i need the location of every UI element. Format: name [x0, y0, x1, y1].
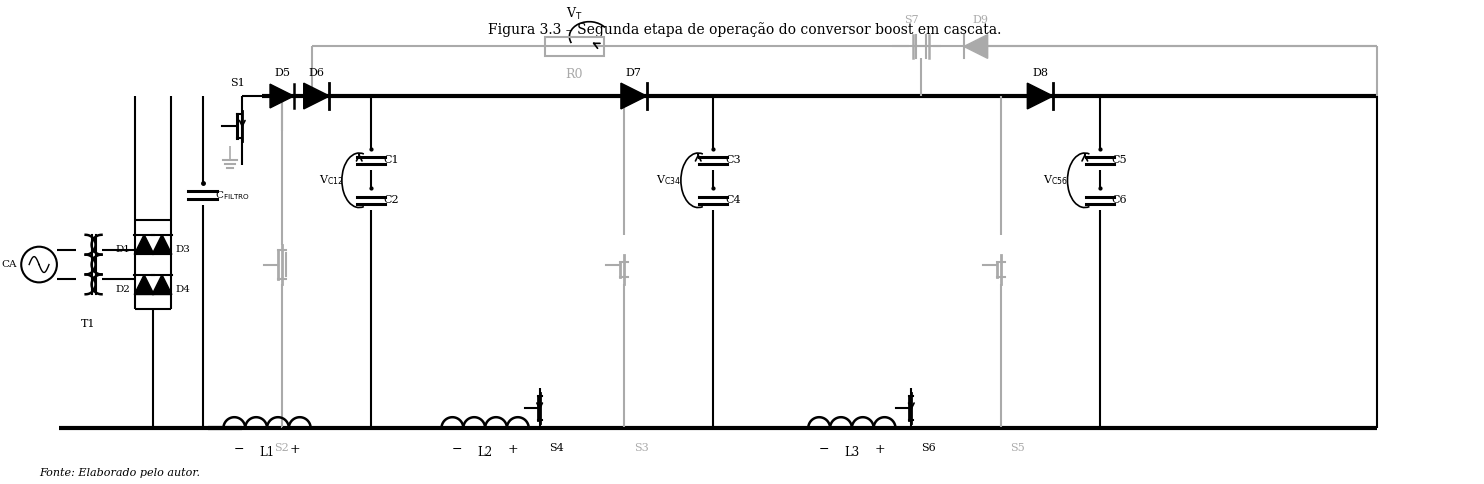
Text: D2: D2: [116, 285, 131, 294]
Text: −: −: [819, 443, 830, 456]
Polygon shape: [304, 83, 329, 109]
Polygon shape: [134, 275, 154, 295]
Text: C6: C6: [1112, 195, 1128, 205]
Text: R0: R0: [565, 68, 583, 81]
Text: Figura 3.3 – Segunda etapa de operação do conversor boost em cascata.: Figura 3.3 – Segunda etapa de operação d…: [488, 22, 1002, 37]
Text: L1: L1: [260, 446, 275, 459]
Polygon shape: [620, 83, 647, 109]
Text: S3: S3: [634, 443, 649, 453]
Text: D8: D8: [1033, 68, 1048, 78]
Text: +: +: [508, 443, 518, 456]
Text: +: +: [289, 443, 300, 456]
Polygon shape: [1027, 83, 1054, 109]
Polygon shape: [965, 34, 988, 59]
Text: D4: D4: [175, 285, 191, 294]
Text: V$_{\rm C56}$: V$_{\rm C56}$: [1043, 173, 1067, 187]
Text: S4: S4: [549, 443, 564, 453]
Polygon shape: [134, 235, 154, 255]
Text: C1: C1: [383, 155, 399, 166]
Text: D1: D1: [116, 245, 131, 254]
Text: V$_{\rm C34}$: V$_{\rm C34}$: [656, 173, 681, 187]
Text: Fonte: Elaborado pelo autor.: Fonte: Elaborado pelo autor.: [39, 468, 200, 478]
Text: C$_{\rm FILTRO}$: C$_{\rm FILTRO}$: [215, 189, 249, 201]
Text: C2: C2: [383, 195, 399, 205]
Polygon shape: [270, 84, 294, 108]
Text: D9: D9: [972, 15, 988, 25]
Text: +: +: [874, 443, 884, 456]
Text: C3: C3: [726, 155, 741, 166]
Text: S7: S7: [904, 15, 919, 25]
Text: T1: T1: [82, 319, 96, 329]
Text: C5: C5: [1112, 155, 1128, 166]
Text: S5: S5: [1011, 443, 1025, 453]
Text: L3: L3: [844, 446, 859, 459]
Text: D6: D6: [309, 68, 325, 78]
Text: CA: CA: [1, 260, 18, 269]
Text: D7: D7: [626, 68, 641, 78]
Text: −: −: [234, 443, 245, 456]
Text: S6: S6: [922, 443, 936, 453]
Text: S1: S1: [230, 78, 245, 88]
Text: S2: S2: [275, 443, 289, 453]
Text: V$_{\rm C12}$: V$_{\rm C12}$: [319, 173, 344, 187]
Text: L2: L2: [478, 446, 493, 459]
Polygon shape: [151, 235, 172, 255]
Text: D3: D3: [175, 245, 191, 254]
Text: C4: C4: [726, 195, 741, 205]
Text: −: −: [453, 443, 463, 456]
Text: V$_{\rm T}$: V$_{\rm T}$: [565, 6, 583, 22]
Polygon shape: [151, 275, 172, 295]
Text: D5: D5: [275, 68, 289, 78]
Bar: [545, 37, 604, 56]
